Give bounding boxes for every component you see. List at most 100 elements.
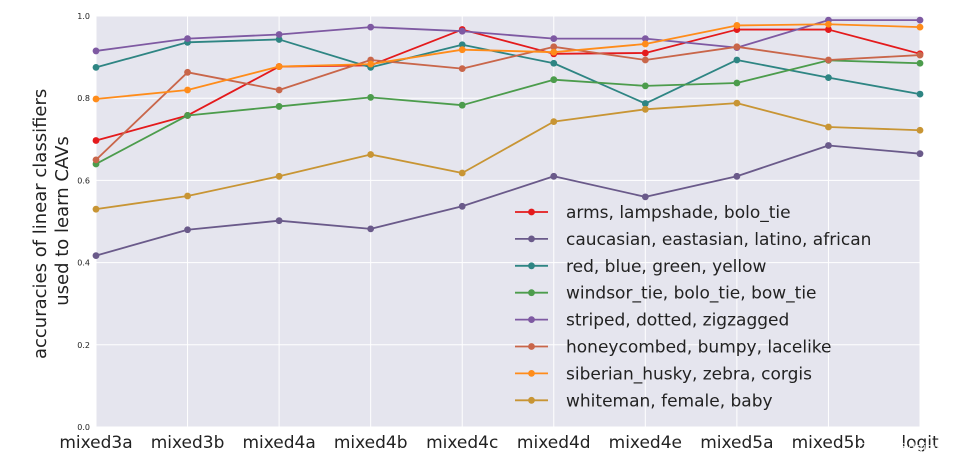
data-point: [92, 252, 100, 260]
data-point: [367, 60, 375, 68]
series-3: [92, 36, 924, 107]
data-point: [184, 112, 191, 119]
data-point: [733, 22, 741, 29]
legend-marker: [528, 208, 535, 216]
data-point: [641, 193, 649, 201]
data-point: [733, 56, 741, 64]
x-tick-label: mixed5a: [700, 433, 773, 453]
x-tick-labels: mixed3a mixed3b mixed4a mixed4b mixed4c mixed…: [59, 433, 939, 453]
data-point: [550, 48, 558, 56]
data-point: [92, 95, 100, 103]
data-point: [550, 59, 558, 67]
data-point: [916, 16, 924, 24]
data-point: [916, 150, 924, 158]
data-point: [550, 76, 558, 84]
data-point: [367, 151, 375, 158]
series-line: [95, 102, 921, 211]
legend-marker: [528, 396, 535, 404]
y-tick-label: 0.0: [77, 423, 90, 432]
legend-label: arms, lampshade, bolo_tie: [566, 203, 791, 223]
y-tick-label: 0.4: [77, 259, 90, 268]
data-point: [367, 23, 375, 31]
data-point: [825, 123, 832, 131]
series-7: [92, 20, 924, 103]
y-axis-label-line-1: accuracies of linear classifiers: [30, 89, 51, 359]
series-line: [95, 59, 921, 165]
series-2: [92, 142, 924, 260]
series-line: [95, 45, 921, 161]
data-point: [641, 82, 649, 90]
legend-marker: [528, 262, 535, 270]
data-point: [916, 90, 924, 98]
legend-item: red, blue, green, yellow: [515, 257, 767, 277]
data-point: [458, 169, 466, 177]
data-point: [733, 79, 741, 87]
plot-background: [96, 16, 920, 427]
series-6: [92, 43, 924, 164]
data-point: [367, 225, 375, 233]
x-tick-label: mixed4b: [334, 433, 408, 453]
data-point: [916, 51, 924, 59]
legend-label: siberian_husky, zebra, corgis: [566, 364, 812, 384]
data-point: [641, 35, 649, 43]
legend-label: honeycombed, bumpy, lacelike: [566, 338, 832, 358]
data-point: [825, 142, 832, 149]
series-line: [95, 38, 921, 105]
legend-item: whiteman, female, baby: [515, 391, 773, 411]
legend-marker: [528, 289, 535, 297]
y-tick-labels: 0.0 0.2 0.4 0.6 0.8 1.0: [77, 12, 90, 432]
series-group: [92, 16, 924, 260]
data-point: [458, 101, 466, 109]
data-point: [916, 59, 924, 67]
watermark: CSDN @daisyear: [858, 441, 959, 455]
data-point: [733, 43, 741, 51]
data-point: [641, 105, 649, 113]
data-point: [92, 63, 100, 71]
legend-label: windsor_tie, bolo_tie, bow_tie: [566, 284, 817, 304]
legend-marker: [528, 343, 535, 350]
data-point: [275, 86, 283, 94]
y-tick-label: 0.6: [77, 176, 90, 185]
data-point: [367, 93, 375, 101]
legend-marker: [528, 316, 535, 323]
data-point: [275, 36, 283, 43]
x-tick-label: logit: [901, 433, 939, 453]
series-line: [95, 144, 921, 257]
x-tick-label: mixed4a: [242, 433, 315, 453]
data-point: [92, 137, 100, 144]
data-point: [92, 47, 100, 55]
x-tick-label: mixed5b: [792, 433, 866, 453]
data-point: [733, 99, 741, 107]
data-point: [550, 35, 558, 43]
legend-label: whiteman, female, baby: [566, 391, 773, 411]
data-point: [550, 118, 558, 126]
x-tick-label: mixed3b: [151, 433, 225, 453]
data-point: [275, 217, 283, 225]
legend-item: striped, dotted, zigzagged: [515, 311, 789, 331]
legend-marker: [528, 235, 535, 243]
data-point: [92, 205, 100, 213]
data-point: [458, 65, 466, 73]
data-point: [641, 49, 649, 57]
y-tick-label: 0.2: [77, 341, 90, 350]
legend-item: arms, lampshade, bolo_tie: [515, 203, 791, 223]
legend-item: windsor_tie, bolo_tie, bow_tie: [515, 284, 817, 304]
y-tick-label: 1.0: [77, 12, 90, 21]
series-line: [95, 23, 921, 100]
x-tick-label: mixed4d: [517, 433, 591, 453]
y-axis-label: accuracies of linear classifiers used to…: [30, 83, 73, 359]
data-point: [458, 41, 466, 49]
data-point: [825, 26, 832, 33]
data-point: [275, 31, 283, 38]
series-8: [92, 99, 924, 213]
data-point: [184, 35, 191, 43]
data-point: [916, 126, 924, 134]
data-point: [825, 20, 832, 28]
legend-item: honeycombed, bumpy, lacelike: [515, 338, 832, 358]
grid-lines: [95, 15, 921, 428]
legend-label: striped, dotted, zigzagged: [566, 311, 789, 331]
data-point: [733, 172, 741, 180]
legend-label: red, blue, green, yellow: [566, 257, 767, 277]
legend-item: caucasian, eastasian, latino, african: [515, 230, 871, 250]
